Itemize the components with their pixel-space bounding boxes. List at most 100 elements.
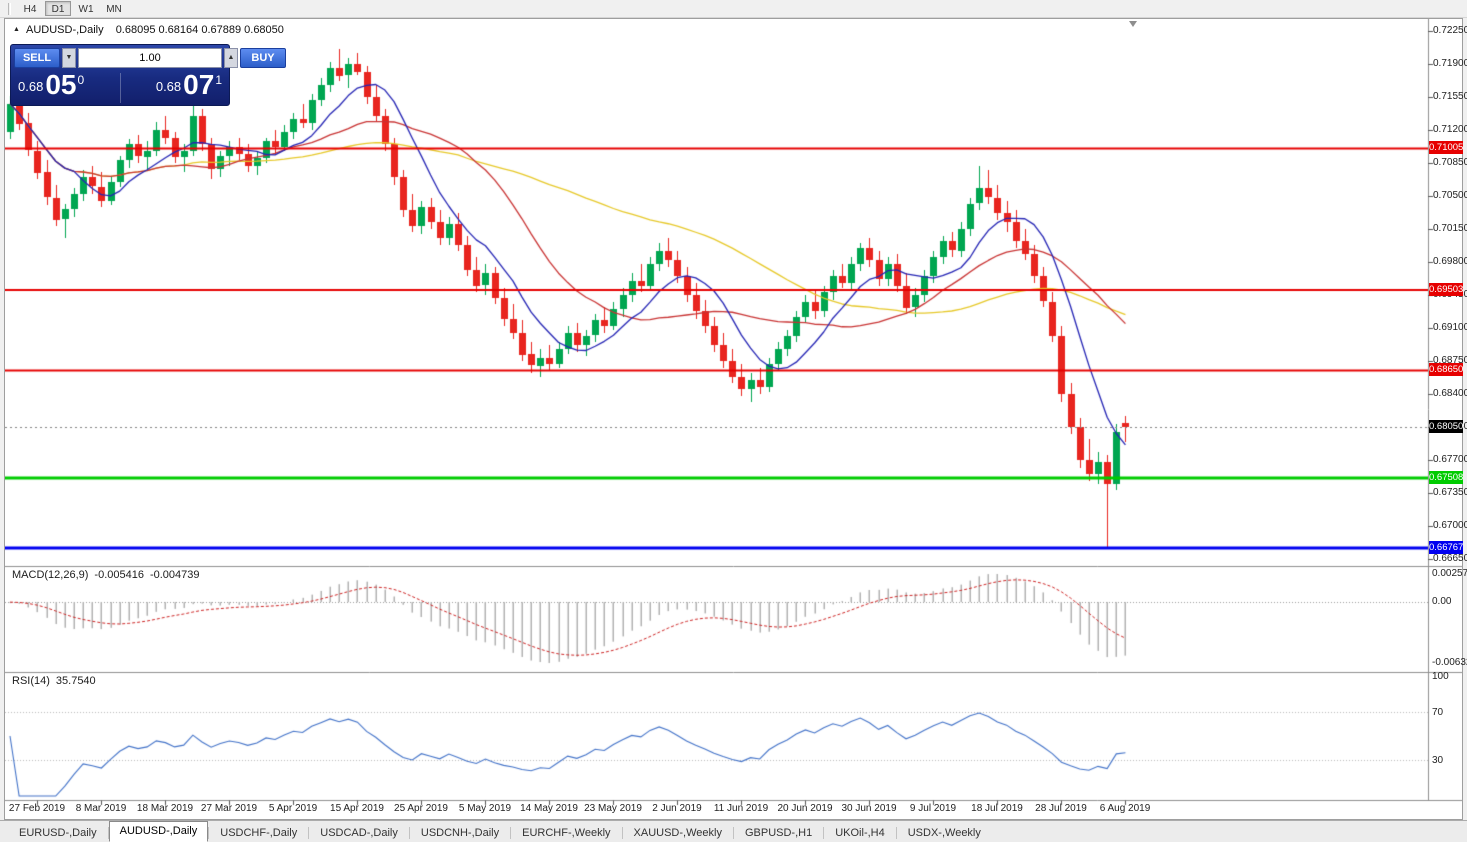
tab-separator: [895, 827, 897, 839]
date-axis-label: 18 Jul 2019: [971, 803, 1023, 814]
price-axis-label: 0.71550: [1433, 91, 1467, 102]
tab-separator: [308, 827, 310, 839]
tab-separator: [408, 827, 410, 839]
buy-price-big-digits: 07: [183, 69, 215, 100]
buy-button[interactable]: BUY: [240, 48, 286, 68]
price-axis-label: 0.68400: [1433, 388, 1467, 399]
main-chart-canvas[interactable]: [5, 19, 1462, 819]
price-axis-label: 0.68750: [1433, 355, 1467, 366]
price-line-label: 0.71005: [1429, 141, 1464, 154]
tab-separator: [510, 827, 512, 839]
date-axis-label: 2 Jun 2019: [652, 803, 702, 814]
spinner-up-icon: ▲: [227, 54, 235, 61]
tab-separator: [823, 827, 825, 839]
price-line-label: 0.68650: [1429, 363, 1464, 376]
tab-separator: [208, 827, 210, 839]
volume-decrease-button[interactable]: ▼: [62, 48, 76, 68]
timeframe-buttons: H4 D1 W1 MN: [16, 1, 128, 16]
macd-name: MACD(12,26,9): [12, 569, 89, 581]
price-axis-label: 0.70150: [1433, 223, 1467, 234]
rsi-axis-label: 70: [1432, 707, 1444, 718]
date-axis-label: 25 Apr 2019: [394, 803, 448, 814]
chart-tab-eurusd-daily[interactable]: EURUSD-,Daily: [19, 827, 97, 839]
bid-price-label: 0.68050: [1429, 420, 1464, 433]
date-axis-label: 6 Aug 2019: [1099, 803, 1151, 814]
chart-tab-eurchf-weekly[interactable]: EURCHF-,Weekly: [522, 827, 611, 839]
chart-tab-usdx-weekly[interactable]: USDX-,Weekly: [907, 827, 981, 839]
buy-price-prefix: 0.68: [155, 79, 182, 94]
date-axis-label: 15 Apr 2019: [330, 803, 384, 814]
sell-price-prefix: 0.68: [18, 79, 44, 94]
timeframe-button-w1[interactable]: W1: [78, 4, 94, 15]
date-axis-label: 5 Apr 2019: [268, 803, 318, 814]
date-axis-label: 23 May 2019: [584, 803, 642, 814]
toolbar-separator: [8, 2, 11, 15]
sell-price-display[interactable]: 0.68 05 0: [18, 70, 84, 100]
tab-separator: [107, 827, 109, 839]
date-axis-label: 14 May 2019: [520, 803, 578, 814]
price-axis-label: 0.66650: [1433, 553, 1467, 564]
one-click-trade-panel: SELL ▼ ▲ BUY 0.68 05 0 0.68 07 1: [10, 44, 286, 106]
macd-axis-label: 0.002574: [1432, 568, 1467, 579]
date-axis-label: 30 Jun 2019: [841, 803, 897, 814]
rsi-indicator-label: RSI(14) 35.7540: [12, 675, 102, 687]
chart-tab-xauusd-weekly[interactable]: XAUUSD-,Weekly: [633, 827, 722, 839]
volume-increase-button[interactable]: ▲: [224, 48, 238, 68]
price-axis-label: 0.67000: [1433, 520, 1467, 531]
chart-tab-audusd-daily[interactable]: AUDUSD-,Daily: [108, 821, 209, 842]
spinner-down-icon: ▼: [65, 54, 73, 61]
buy-price-pip-digit: 1: [215, 73, 222, 87]
price-axis-label: 0.70850: [1433, 157, 1467, 168]
macd-axis-label: 0.00: [1432, 596, 1452, 607]
rsi-value: 35.7540: [55, 675, 96, 687]
date-axis-label: 27 Mar 2019: [200, 803, 258, 814]
price-axis-label: 0.69100: [1433, 322, 1467, 333]
timeframe-button-mn[interactable]: MN: [106, 4, 122, 15]
macd-value-signal: -0.004739: [149, 569, 200, 581]
tab-separator: [621, 827, 623, 839]
price-line-label: 0.67508: [1429, 471, 1464, 484]
date-axis-label: 9 Jul 2019: [909, 803, 957, 814]
volume-input[interactable]: [78, 48, 222, 68]
price-line-label: 0.66767: [1429, 541, 1464, 554]
chart-tab-gbpusd-h1[interactable]: GBPUSD-,H1: [744, 827, 813, 839]
price-line-label: 0.69503: [1429, 283, 1464, 296]
sell-price-pip-digit: 0: [77, 73, 85, 87]
macd-axis-label: -0.006326: [1432, 657, 1467, 668]
macd-value-main: -0.005416: [94, 569, 144, 581]
price-axis-label: 0.70500: [1433, 190, 1467, 201]
date-axis-label: 18 Mar 2019: [136, 803, 194, 814]
chart-tab-usdcnh-daily[interactable]: USDCNH-,Daily: [420, 827, 500, 839]
rsi-axis-label: 30: [1432, 755, 1444, 766]
date-axis-label: 28 Jul 2019: [1035, 803, 1087, 814]
price-axis-label: 0.71200: [1433, 124, 1467, 135]
chart-shift-marker-icon[interactable]: [1129, 21, 1137, 27]
chart-tab-bar: EURUSD-,Daily AUDUSD-,Daily USDCHF-,Daily U…: [0, 820, 1467, 842]
price-axis-label: 0.67350: [1433, 487, 1467, 498]
timeframe-button-h4[interactable]: H4: [23, 4, 37, 15]
sell-button[interactable]: SELL: [14, 48, 60, 68]
rsi-axis-label: 100: [1432, 671, 1449, 682]
price-axis-label: 0.67700: [1433, 454, 1467, 465]
chart-ohlc-values: 0.68095 0.68164 0.67889 0.68050: [115, 24, 284, 36]
macd-indicator-label: MACD(12,26,9) -0.005416 -0.004739: [12, 569, 206, 581]
rsi-name: RSI(14): [12, 675, 50, 687]
one-click-collapse-arrow-icon[interactable]: ▲: [13, 26, 20, 33]
timeframe-toolbar: H4 D1 W1 MN: [0, 0, 1467, 18]
date-axis-label: 8 Mar 2019: [75, 803, 127, 814]
chart-tab-ukoil-h4[interactable]: UKOil-,H4: [835, 827, 885, 839]
buy-price-display[interactable]: 0.68 07 1: [156, 70, 222, 100]
price-axis-label: 0.69800: [1433, 256, 1467, 267]
tab-separator: [732, 827, 734, 839]
date-axis-label: 5 May 2019: [458, 803, 512, 814]
date-axis-label: 20 Jun 2019: [777, 803, 833, 814]
price-divider: [120, 73, 121, 103]
price-axis-label: 0.71900: [1433, 58, 1467, 69]
date-axis-label: 27 Feb 2019: [8, 803, 66, 814]
chart-tab-usdcad-daily[interactable]: USDCAD-,Daily: [320, 827, 398, 839]
chart-title: AUDUSD-,Daily 0.68095 0.68164 0.67889 0.…: [26, 24, 284, 36]
sell-price-big-digits: 05: [45, 69, 77, 100]
timeframe-button-d1[interactable]: D1: [45, 1, 71, 16]
chart-tab-usdchf-daily[interactable]: USDCHF-,Daily: [220, 827, 298, 839]
